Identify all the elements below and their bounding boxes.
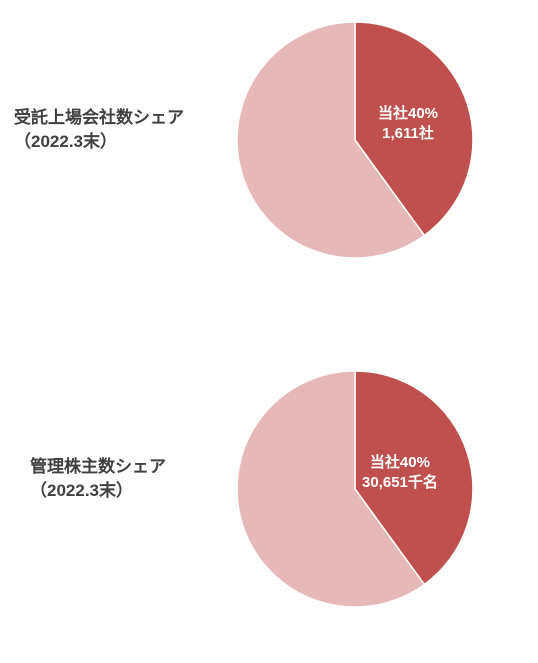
slice-label-1-line1: 当社40% (378, 105, 438, 122)
chart-title-2-line2: （2022.3末） (30, 481, 133, 500)
slice-label-1-line2: 1,611社 (382, 125, 434, 142)
slice-label-2-line2: 30,651千名 (362, 474, 438, 491)
chart-title-2-line1: 管理株主数シェア (30, 457, 166, 476)
pie-chart-1 (0, 0, 538, 329)
slice-label-1: 当社40% 1,611社 (378, 104, 438, 143)
slice-label-2: 当社40% 30,651千名 (362, 453, 438, 492)
chart-title-1: 受託上場会社数シェア （2022.3末） (14, 106, 184, 154)
chart-block-2: 管理株主数シェア （2022.3末） 当社40% 30,651千名 (0, 329, 538, 658)
chart-title-1-line1: 受託上場会社数シェア (14, 108, 184, 127)
chart-title-2: 管理株主数シェア （2022.3末） (30, 455, 166, 503)
chart-block-1: 受託上場会社数シェア （2022.3末） 当社40% 1,611社 (0, 0, 538, 329)
chart-title-1-line2: （2022.3末） (14, 132, 117, 151)
slice-label-2-line1: 当社40% (370, 454, 430, 471)
